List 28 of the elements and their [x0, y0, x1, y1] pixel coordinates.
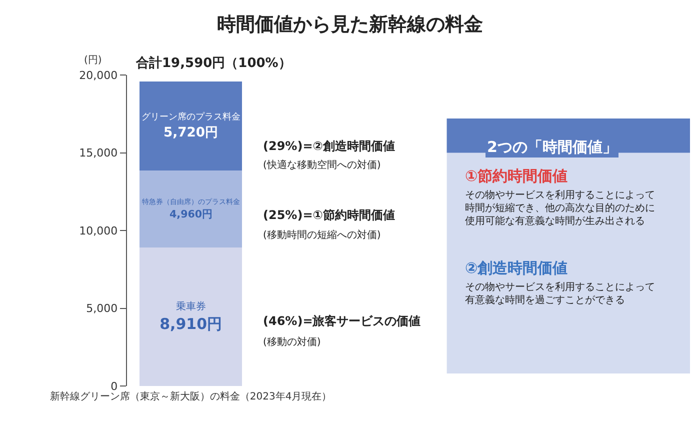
bar [140, 247, 242, 386]
text: (移動の対価) [263, 336, 321, 348]
bar [140, 170, 242, 248]
text: (快適な移動空間への対価) [263, 159, 381, 171]
y-tick-label: 0 [110, 380, 118, 393]
y-tick-label: 5,000 [86, 302, 118, 316]
y-axis-title: (円) [84, 55, 102, 66]
text: (25%)=①節約時間価値 [263, 208, 395, 222]
data-label: 8,910円 [160, 314, 222, 333]
bar [140, 81, 242, 170]
text: ②創造時間価値 [465, 259, 568, 277]
series-label: グリーン席のプラス料金 [141, 111, 240, 122]
text: その物やサービスを利用することによって時間が短縮でき、他の高次な目的のために使用可能な有意義な時間が生み出される [465, 189, 655, 227]
text: (29%)=②創造時間価値 [263, 139, 395, 153]
data-label: 5,720円 [164, 126, 218, 141]
total-label: 合計19,590円（100%） [135, 55, 292, 71]
y-tick-label: 15,000 [79, 146, 118, 160]
series-label: 乗車券 [176, 300, 206, 312]
y-tick-label: 10,000 [79, 224, 118, 238]
x-axis-title: 新幹線グリーン席（東京～新大阪）の料金（2023年4月現在） [50, 390, 332, 402]
y-tick-label: 20,000 [79, 68, 118, 82]
text: ①節約時間価値 [465, 167, 568, 185]
data-label: 4,960円 [169, 208, 212, 220]
text: 2つの「時間価値」 [487, 138, 618, 156]
text: (46%)=旅客サービスの価値 [263, 314, 421, 328]
text: (移動時間の短縮への対価) [263, 229, 381, 241]
text: 時間価値から見た新幹線の料金 [217, 13, 483, 36]
text: その物やサービスを利用することによって有意義な時間を過ごすことができる [465, 281, 655, 306]
